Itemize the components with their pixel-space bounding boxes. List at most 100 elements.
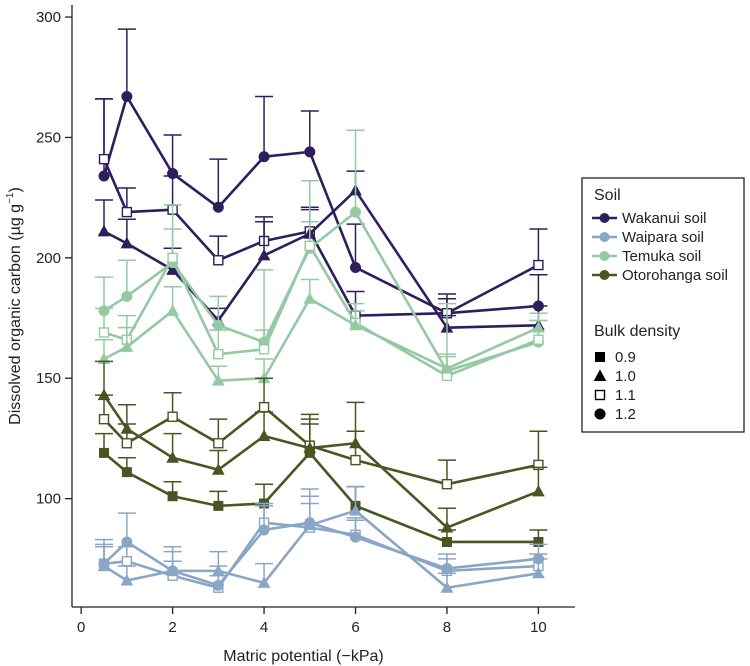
data-point <box>120 236 134 249</box>
data-point <box>350 261 362 273</box>
legend-soil-title: Soil <box>594 187 621 204</box>
data-point <box>121 536 133 548</box>
y-axis-label-close: ) <box>7 187 24 192</box>
data-point <box>97 224 111 237</box>
data-point <box>166 564 179 576</box>
data-point <box>213 500 224 511</box>
data-point <box>441 562 453 574</box>
legend: Soil Bulk density Wakanui soil Waipara so… <box>581 177 745 433</box>
y-axis-label-superscript: −1 <box>5 192 16 204</box>
data-point <box>167 252 178 264</box>
series-otorohanga-1-1 <box>95 377 548 490</box>
series-otorohanga-0-9 <box>95 423 548 547</box>
y-tick-label: 200 <box>36 250 61 267</box>
legend-item-density-1-1: 1.1 <box>594 387 636 404</box>
series-temuka-1-1 <box>95 220 548 382</box>
data-point <box>121 91 133 103</box>
legend-swatch-marker <box>599 270 610 280</box>
x-tick-label: 6 <box>351 619 359 636</box>
data-point <box>350 454 361 466</box>
data-point <box>211 374 225 386</box>
data-point <box>257 248 271 261</box>
legend-label: Temuka soil <box>622 248 701 265</box>
data-point <box>212 319 224 331</box>
legend-items: Wakanui soil Waipara soil Temuka soil Otoro… <box>592 210 728 423</box>
data-point <box>120 340 134 352</box>
data-point <box>532 321 545 333</box>
y-axis-label-main: Dissolved organic carbon (µg g <box>7 204 24 425</box>
legend-marker <box>594 408 606 420</box>
data-point <box>213 438 224 449</box>
data-point <box>213 255 224 266</box>
x-tick-label: 0 <box>77 619 85 636</box>
data-point <box>304 240 315 252</box>
data-point <box>167 491 178 502</box>
legend-marker <box>594 389 606 401</box>
data-point <box>98 327 110 338</box>
data-point <box>166 263 179 275</box>
data-point <box>99 447 110 458</box>
data-point <box>98 170 110 182</box>
plot-area <box>95 28 548 593</box>
axes: 100 150 200 250 300 0 2 4 6 8 10 <box>36 5 575 636</box>
legend-label: 1.2 <box>615 406 636 423</box>
x-ticks: 0 2 4 6 8 10 <box>77 607 547 636</box>
data-point <box>97 559 111 572</box>
data-point <box>213 348 224 360</box>
data-point <box>98 153 110 165</box>
legend-swatch-marker <box>599 213 610 223</box>
legend-marker <box>593 369 607 381</box>
data-point <box>257 576 271 588</box>
data-point <box>257 429 271 442</box>
legend-swatch-marker <box>599 251 610 261</box>
legend-label: Wakanui soil <box>622 210 706 227</box>
legend-swatch-marker <box>599 232 610 242</box>
legend-marker <box>595 352 605 362</box>
y-tick-label: 150 <box>36 370 61 387</box>
x-axis-label: Matric potential (−kPa) <box>223 648 384 665</box>
legend-item-density-1-0: 1.0 <box>593 368 636 385</box>
data-point <box>211 564 225 576</box>
data-point <box>212 579 224 591</box>
data-point <box>121 467 132 478</box>
series-otorohanga-1-0 <box>95 360 548 533</box>
data-point <box>441 536 452 547</box>
x-tick-label: 2 <box>168 619 176 636</box>
data-point <box>121 556 133 567</box>
legend-label: 1.0 <box>615 368 636 385</box>
series-waipara-1-0 <box>95 485 548 593</box>
data-point <box>532 484 545 497</box>
data-point <box>167 411 178 422</box>
data-point <box>258 524 270 536</box>
x-tick-label: 10 <box>530 619 547 636</box>
data-point <box>212 201 224 213</box>
y-ticks: 100 150 200 250 300 <box>36 9 72 508</box>
legend-item-temuka: Temuka soil <box>592 248 701 265</box>
data-point <box>349 504 362 516</box>
data-point <box>166 304 179 316</box>
legend-box <box>581 177 745 433</box>
legend-label: 0.9 <box>615 349 636 366</box>
legend-item-density-0-9: 0.9 <box>595 349 636 366</box>
data-point <box>304 146 316 158</box>
data-point <box>532 566 545 579</box>
y-axis-label: Dissolved organic carbon (µg g−1) <box>5 187 24 425</box>
series-wakanui-1-1 <box>95 98 548 321</box>
data-point <box>258 151 270 163</box>
legend-item-density-1-2: 1.2 <box>594 406 636 423</box>
data-point <box>166 451 179 463</box>
series-waipara-1-2 <box>95 488 548 591</box>
x-tick-label: 4 <box>260 619 268 636</box>
data-point <box>350 531 362 543</box>
data-point <box>304 447 315 458</box>
data-point <box>303 518 317 531</box>
x-tick-label: 8 <box>443 619 451 636</box>
data-point <box>533 259 544 271</box>
data-point <box>440 362 454 374</box>
data-point <box>441 478 453 490</box>
series-line <box>103 210 539 373</box>
legend-item-waipara: Waipara soil <box>592 229 704 246</box>
data-point <box>211 463 225 475</box>
y-tick-label: 100 <box>36 491 61 508</box>
